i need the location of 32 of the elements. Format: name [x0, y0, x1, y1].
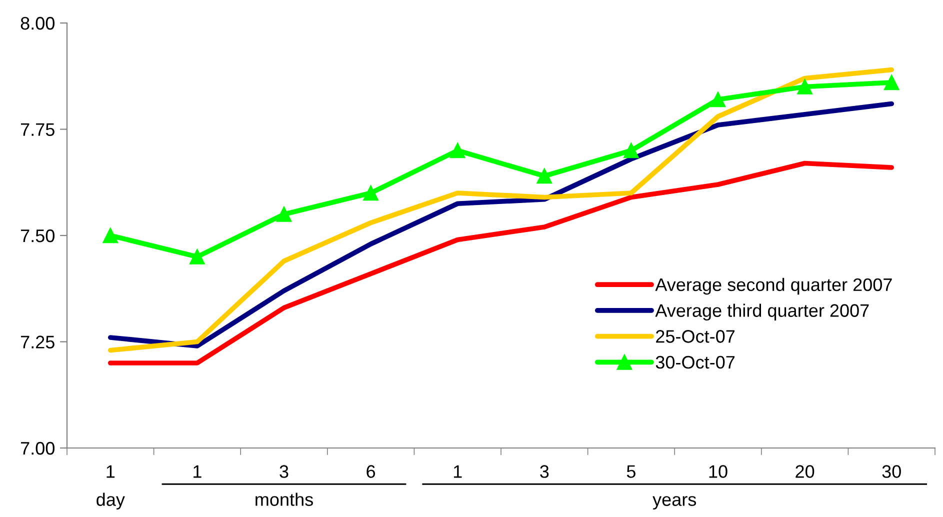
- x-tick-label: 1: [106, 465, 115, 478]
- point: [624, 142, 639, 158]
- x-tick-label: 1: [454, 465, 462, 478]
- text: months: [256, 492, 313, 506]
- point: [884, 74, 900, 90]
- x-tick-label: 30: [882, 465, 901, 478]
- legend-label: 25-Oct-07: [656, 330, 735, 343]
- x-tick-label: 10: [709, 465, 728, 478]
- legend-label: 30-Oct-07: [656, 356, 735, 369]
- y-tick-label: 8.00: [20, 16, 54, 30]
- point: [450, 142, 466, 158]
- x-tick-label: 6: [366, 465, 376, 478]
- x-tick-label: 1: [194, 465, 202, 478]
- y-tick-label: 7.50: [20, 229, 54, 242]
- point: [536, 168, 552, 184]
- point: [190, 249, 205, 264]
- point: [102, 228, 118, 244]
- y-tick-label: 7.75: [20, 123, 54, 136]
- y-tick-label: 7.00: [20, 442, 54, 455]
- text: years: [652, 496, 696, 510]
- x-tick-label: 20: [796, 465, 814, 478]
- legend-label: Average third quarter 2007: [655, 304, 869, 321]
- point: [276, 206, 292, 222]
- point: [363, 185, 378, 201]
- text: day: [96, 492, 125, 510]
- point: [797, 79, 812, 94]
- x-tick-label: 3: [540, 465, 549, 478]
- x-tick-label: 5: [626, 465, 636, 478]
- x-tick-label: 3: [280, 465, 288, 478]
- point: [710, 92, 726, 108]
- y-tick-label: 7.25: [20, 336, 54, 348]
- legend-label: Average second quarter 2007: [655, 278, 892, 295]
